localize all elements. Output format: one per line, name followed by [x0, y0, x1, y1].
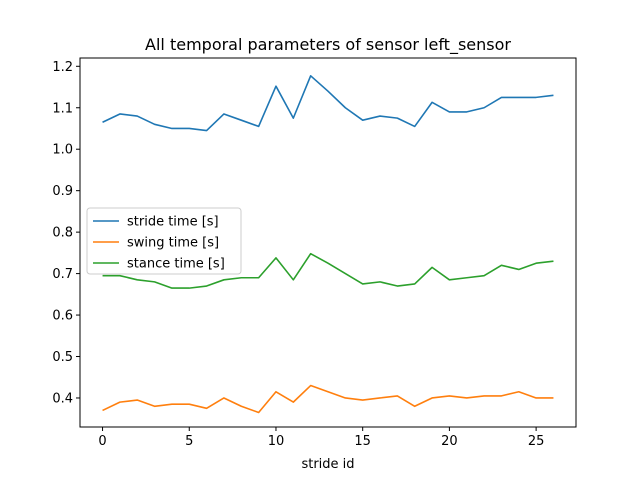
legend-box	[86, 207, 242, 275]
series-line-0	[102, 75, 554, 132]
x-tick-label: 20	[441, 434, 458, 449]
plot-lines	[102, 75, 554, 414]
series-line-1	[102, 384, 554, 414]
x-tick-label: 15	[354, 434, 371, 449]
legend-label-1: swing time [s]	[127, 236, 219, 251]
x-tick-label: 25	[528, 434, 545, 449]
y-tick-label: 0.8	[52, 226, 73, 241]
series-line-2	[102, 252, 554, 289]
chart-title: All temporal parameters of sensor left_s…	[145, 35, 511, 55]
x-tick-label: 10	[268, 434, 285, 449]
x-axis-label: stride id	[301, 457, 354, 472]
x-axis-ticks: 0 5 10 15 20 25	[98, 427, 544, 449]
y-axis-ticks: 0.4 0.5 0.6 0.7 0.8 0.9 1.0 1.1 1.2	[52, 60, 80, 406]
y-tick-label: 0.7	[52, 267, 73, 282]
legend: stride time [s] swing time [s] stance time…	[86, 207, 242, 275]
y-tick-label: 0.9	[52, 184, 73, 199]
y-tick-label: 0.5	[52, 350, 73, 365]
x-tick-label: 5	[185, 434, 193, 449]
y-tick-label: 0.4	[52, 391, 73, 406]
x-tick-label: 0	[98, 434, 106, 449]
y-tick-label: 0.6	[52, 309, 73, 324]
plot-frame	[79, 57, 577, 428]
y-tick-label: 1.1	[52, 101, 73, 116]
legend-label-2: stance time [s]	[127, 257, 225, 272]
legend-label-0: stride time [s]	[127, 215, 219, 230]
y-tick-label: 1.0	[52, 143, 73, 158]
y-tick-label: 1.2	[52, 60, 73, 75]
